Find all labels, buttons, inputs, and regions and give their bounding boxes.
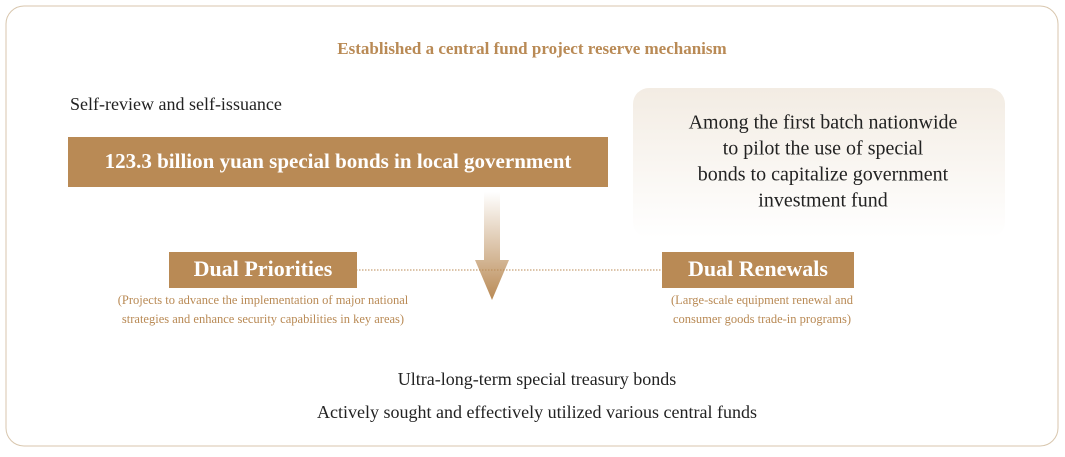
renewals-note: consumer goods trade-in programs)	[673, 312, 851, 326]
right-text: bonds to capitalize government	[698, 164, 949, 186]
footer-text: Actively sought and effectively utilized…	[317, 402, 757, 422]
banner: 123.3 billion yuan special bonds in loca…	[105, 149, 572, 173]
banner-box	[68, 137, 608, 187]
renewals-title: Dual Renewals	[688, 256, 828, 281]
title: Established a central fund project reser…	[337, 39, 726, 58]
arrow	[475, 192, 509, 300]
priorities-title: Dual Priorities	[194, 256, 333, 281]
footer-text: Ultra-long-term special treasury bonds	[398, 369, 676, 389]
priorities-note: strategies and enhance security capabili…	[122, 312, 404, 326]
right-text: Among the first batch nationwide	[689, 112, 958, 134]
right-text: to pilot the use of special	[723, 138, 924, 160]
renewals-note: (Large-scale equipment renewal and	[671, 293, 854, 307]
right-text: investment fund	[758, 190, 887, 212]
renewals-box	[662, 252, 854, 288]
right-box	[633, 88, 1005, 238]
priorities-note: (Projects to advance the implementation …	[118, 293, 409, 307]
left-label: Self-review and self-issuance	[70, 94, 282, 114]
priorities-box	[169, 252, 357, 288]
